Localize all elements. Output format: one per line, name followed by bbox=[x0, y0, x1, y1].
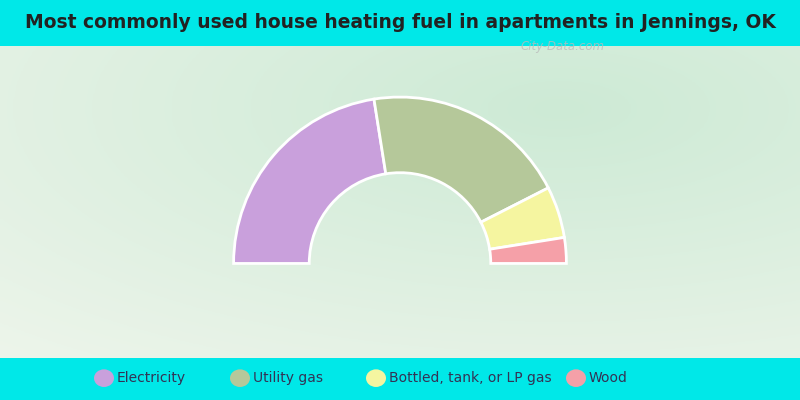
Ellipse shape bbox=[566, 369, 586, 387]
Text: Bottled, tank, or LP gas: Bottled, tank, or LP gas bbox=[389, 371, 551, 385]
Text: Electricity: Electricity bbox=[117, 371, 186, 385]
Text: Utility gas: Utility gas bbox=[253, 371, 323, 385]
Ellipse shape bbox=[94, 369, 114, 387]
Wedge shape bbox=[374, 97, 548, 222]
Text: Most commonly used house heating fuel in apartments in Jennings, OK: Most commonly used house heating fuel in… bbox=[25, 14, 775, 32]
Text: City-Data.com: City-Data.com bbox=[520, 40, 605, 53]
Ellipse shape bbox=[230, 369, 250, 387]
Wedge shape bbox=[234, 99, 386, 264]
Wedge shape bbox=[481, 188, 564, 249]
Ellipse shape bbox=[366, 369, 386, 387]
Text: Wood: Wood bbox=[589, 371, 628, 385]
Wedge shape bbox=[490, 238, 566, 264]
